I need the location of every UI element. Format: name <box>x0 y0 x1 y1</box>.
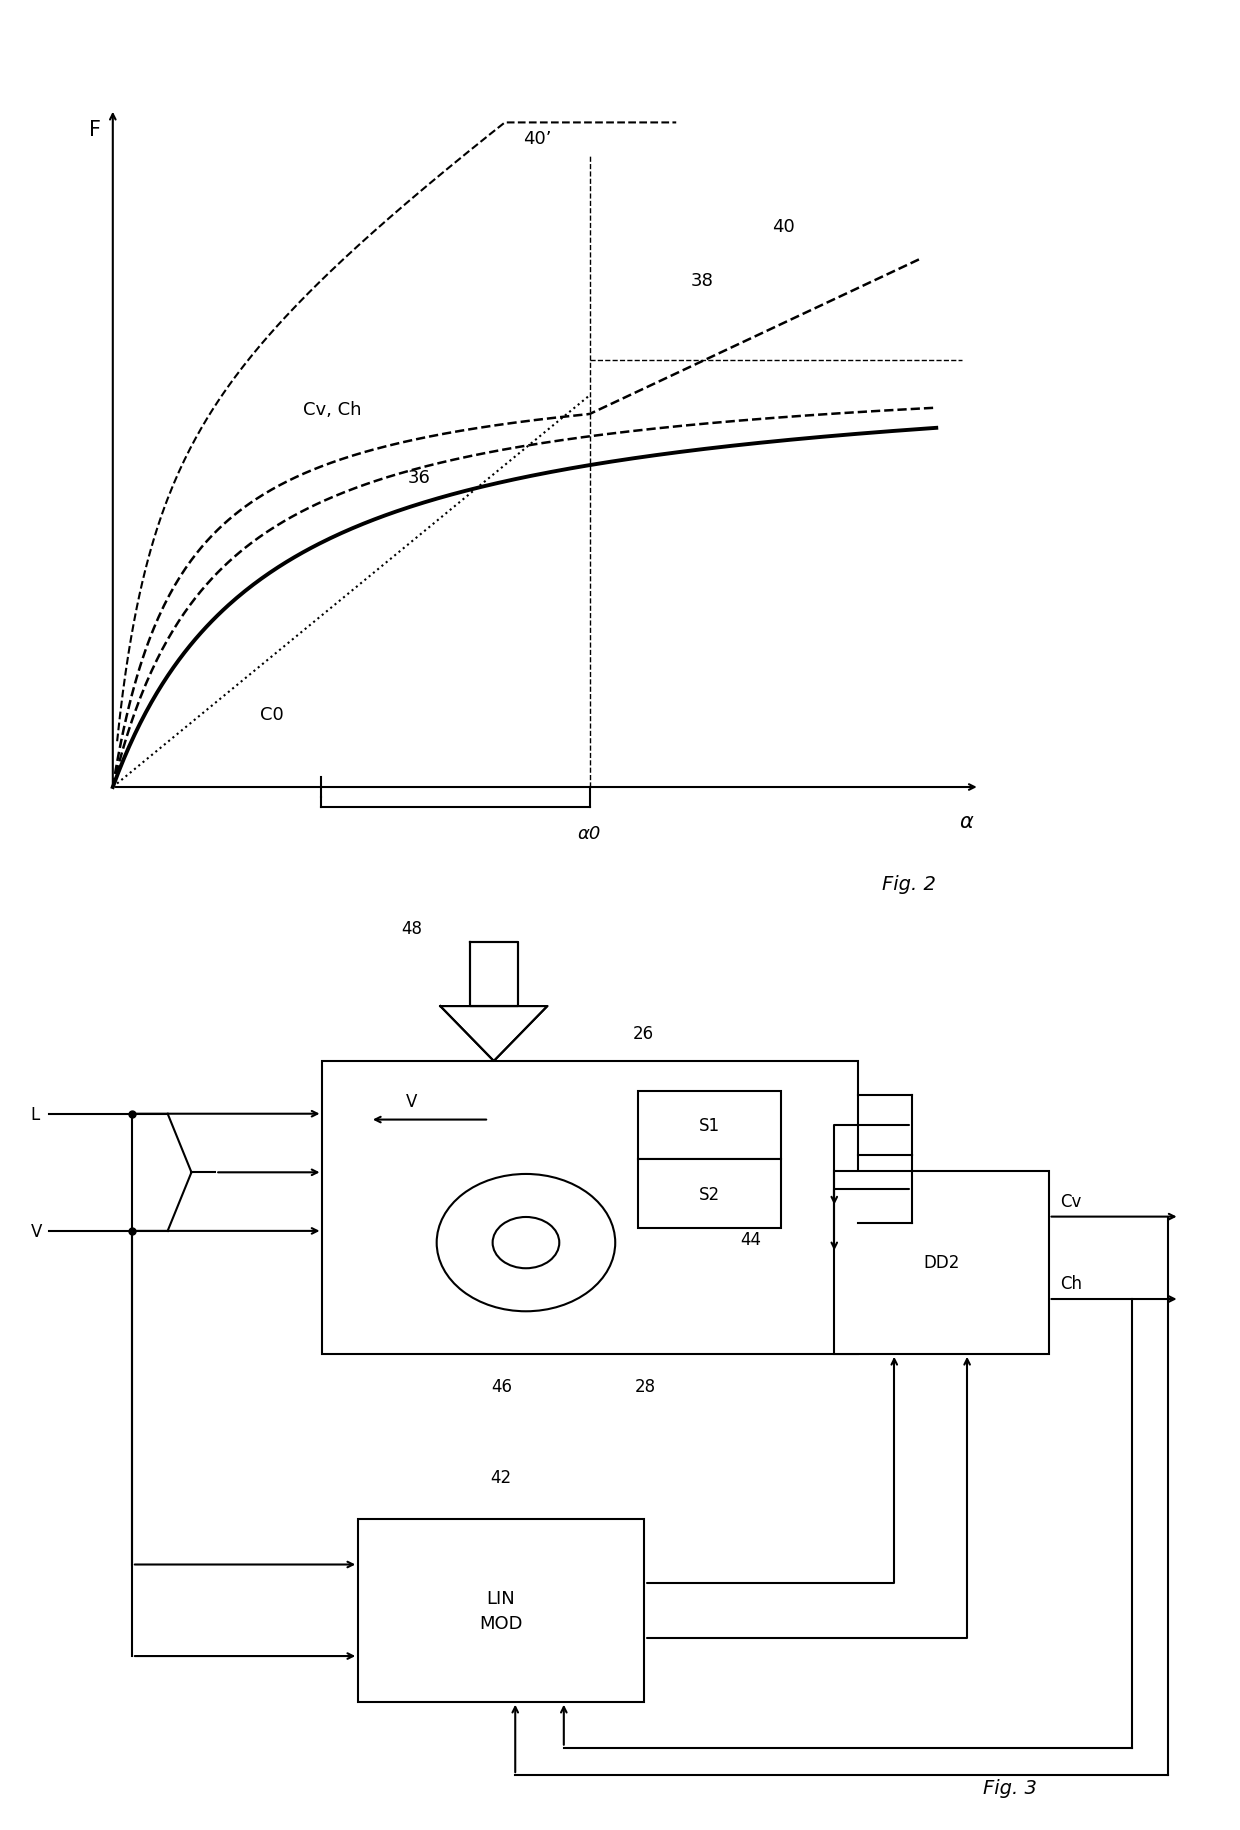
Text: DD2: DD2 <box>924 1254 960 1272</box>
Text: S1: S1 <box>698 1116 720 1135</box>
FancyBboxPatch shape <box>322 1061 858 1354</box>
Text: C0: C0 <box>260 706 284 725</box>
Text: α: α <box>960 811 973 831</box>
Text: Cv: Cv <box>1060 1191 1081 1210</box>
Text: 38: 38 <box>691 273 714 289</box>
Text: 36: 36 <box>408 468 430 487</box>
Text: Fig. 3: Fig. 3 <box>983 1779 1037 1797</box>
Text: 42: 42 <box>490 1468 512 1486</box>
Text: 44: 44 <box>740 1230 761 1248</box>
Text: 40: 40 <box>771 218 795 236</box>
Polygon shape <box>440 1007 547 1061</box>
Text: 28: 28 <box>635 1376 656 1394</box>
FancyBboxPatch shape <box>358 1519 644 1702</box>
FancyBboxPatch shape <box>637 1091 781 1160</box>
Text: 48: 48 <box>402 919 423 937</box>
Text: L: L <box>31 1105 40 1124</box>
Polygon shape <box>470 942 517 1007</box>
Text: LIN
MOD: LIN MOD <box>479 1588 523 1632</box>
Text: V: V <box>405 1093 417 1111</box>
Text: 46: 46 <box>491 1376 512 1394</box>
FancyBboxPatch shape <box>637 1160 781 1228</box>
FancyBboxPatch shape <box>835 1171 1049 1354</box>
Text: Cv, Ch: Cv, Ch <box>304 401 362 419</box>
Text: V: V <box>31 1222 42 1241</box>
Text: S2: S2 <box>698 1186 720 1202</box>
Text: α0: α0 <box>578 825 601 844</box>
Circle shape <box>492 1217 559 1268</box>
Text: Fig. 2: Fig. 2 <box>883 875 936 893</box>
Circle shape <box>436 1175 615 1312</box>
Text: 40’: 40’ <box>523 130 552 148</box>
Text: 26: 26 <box>634 1025 655 1043</box>
Text: F: F <box>89 121 102 141</box>
Text: Ch: Ch <box>1060 1274 1083 1292</box>
